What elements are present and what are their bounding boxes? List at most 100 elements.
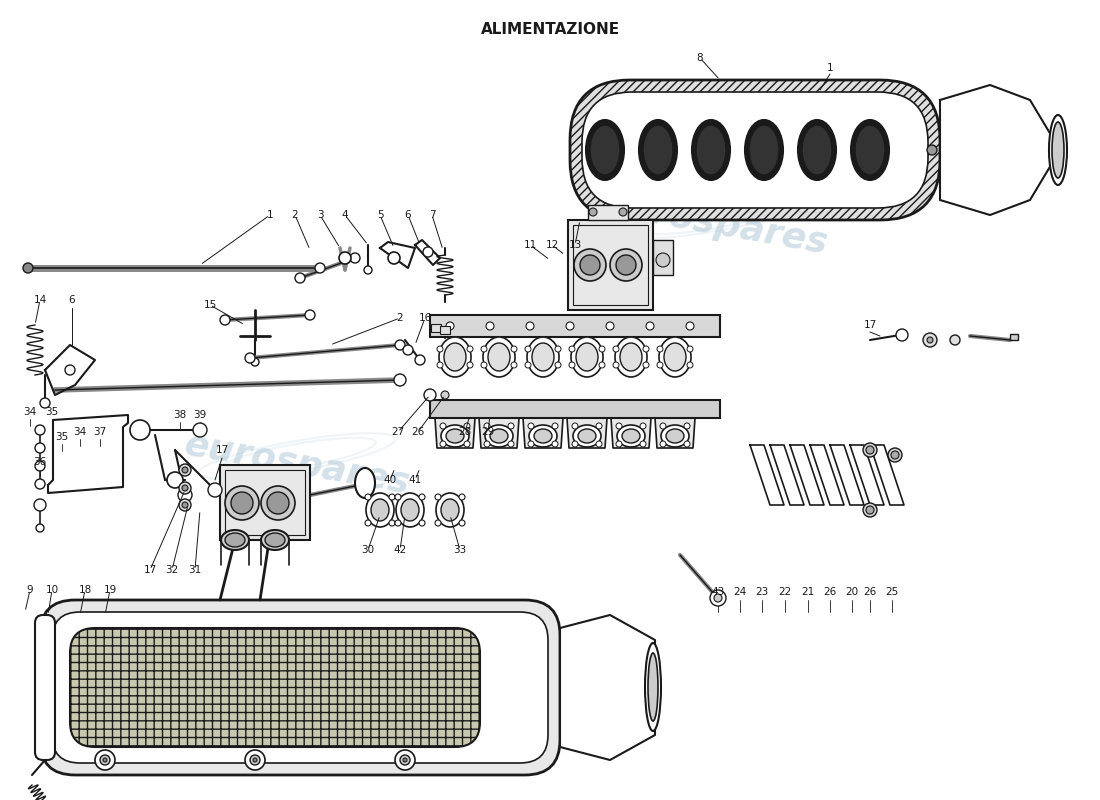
- Circle shape: [400, 755, 410, 765]
- Text: 21: 21: [802, 587, 815, 597]
- Circle shape: [600, 346, 605, 352]
- Text: 34: 34: [74, 427, 87, 437]
- Circle shape: [927, 145, 937, 155]
- Circle shape: [486, 322, 494, 330]
- Text: 11: 11: [524, 240, 537, 250]
- Text: 33: 33: [453, 545, 466, 555]
- Circle shape: [179, 482, 191, 494]
- Text: 1: 1: [266, 210, 273, 220]
- Text: 26: 26: [411, 427, 425, 437]
- Circle shape: [864, 503, 877, 517]
- Text: 8: 8: [696, 53, 703, 63]
- Circle shape: [888, 448, 902, 462]
- Text: 35: 35: [55, 432, 68, 442]
- Circle shape: [616, 255, 636, 275]
- Circle shape: [468, 362, 473, 368]
- Circle shape: [464, 441, 470, 447]
- Circle shape: [613, 362, 619, 368]
- Circle shape: [866, 506, 874, 514]
- Ellipse shape: [402, 499, 419, 521]
- Circle shape: [606, 322, 614, 330]
- Circle shape: [596, 441, 602, 447]
- Text: 35: 35: [45, 407, 58, 417]
- Circle shape: [525, 346, 531, 352]
- Bar: [430, 315, 720, 337]
- Ellipse shape: [446, 429, 464, 443]
- Circle shape: [552, 423, 558, 429]
- Circle shape: [481, 346, 487, 352]
- Circle shape: [640, 441, 646, 447]
- Circle shape: [394, 374, 406, 386]
- Circle shape: [927, 337, 933, 343]
- Circle shape: [364, 266, 372, 274]
- Text: 14: 14: [33, 295, 46, 305]
- Circle shape: [688, 362, 693, 368]
- Circle shape: [481, 362, 487, 368]
- Circle shape: [556, 346, 561, 352]
- Text: 30: 30: [362, 545, 375, 555]
- Text: 4: 4: [342, 210, 349, 220]
- Circle shape: [512, 346, 517, 352]
- Circle shape: [660, 441, 666, 447]
- Ellipse shape: [439, 337, 471, 377]
- Circle shape: [556, 362, 561, 368]
- Text: 39: 39: [194, 410, 207, 420]
- Polygon shape: [610, 418, 651, 448]
- Bar: [653, 240, 673, 275]
- Circle shape: [528, 441, 534, 447]
- FancyBboxPatch shape: [52, 612, 548, 763]
- Circle shape: [896, 329, 907, 341]
- Ellipse shape: [855, 125, 886, 175]
- Circle shape: [34, 499, 46, 511]
- Circle shape: [35, 461, 45, 471]
- Circle shape: [95, 750, 116, 770]
- Polygon shape: [566, 418, 607, 448]
- Circle shape: [657, 362, 663, 368]
- Text: 36: 36: [33, 457, 46, 467]
- Text: 17: 17: [216, 445, 229, 455]
- Ellipse shape: [578, 429, 596, 443]
- Circle shape: [616, 441, 622, 447]
- Circle shape: [36, 524, 44, 532]
- Text: eurospares: eurospares: [600, 187, 830, 261]
- Polygon shape: [870, 445, 904, 505]
- Circle shape: [710, 590, 726, 606]
- Polygon shape: [750, 445, 784, 505]
- Circle shape: [295, 273, 305, 283]
- Circle shape: [130, 420, 150, 440]
- Bar: [588, 205, 628, 220]
- Ellipse shape: [488, 343, 510, 371]
- Circle shape: [644, 362, 649, 368]
- Text: 17: 17: [864, 320, 877, 330]
- Circle shape: [864, 443, 877, 457]
- Circle shape: [572, 423, 578, 429]
- Bar: [1010, 334, 1018, 340]
- Circle shape: [182, 485, 188, 491]
- Ellipse shape: [851, 120, 889, 180]
- Text: 38: 38: [174, 410, 187, 420]
- Circle shape: [395, 494, 402, 500]
- Polygon shape: [478, 418, 519, 448]
- Circle shape: [350, 253, 360, 263]
- Text: 28: 28: [459, 427, 472, 437]
- Text: 31: 31: [188, 565, 201, 575]
- Text: 26: 26: [824, 587, 837, 597]
- Circle shape: [684, 423, 690, 429]
- Bar: [573, 225, 648, 305]
- Circle shape: [596, 423, 602, 429]
- Text: 17: 17: [143, 565, 156, 575]
- Circle shape: [415, 355, 425, 365]
- Circle shape: [35, 425, 45, 435]
- Circle shape: [261, 486, 295, 520]
- Polygon shape: [830, 445, 864, 505]
- Ellipse shape: [436, 493, 464, 527]
- Bar: [568, 220, 653, 310]
- Circle shape: [35, 479, 45, 489]
- Circle shape: [419, 520, 425, 526]
- Text: 2: 2: [397, 313, 404, 323]
- Ellipse shape: [659, 337, 691, 377]
- Ellipse shape: [590, 125, 620, 175]
- Bar: [431, 324, 441, 332]
- Text: 2: 2: [292, 210, 298, 220]
- Text: 5: 5: [376, 210, 383, 220]
